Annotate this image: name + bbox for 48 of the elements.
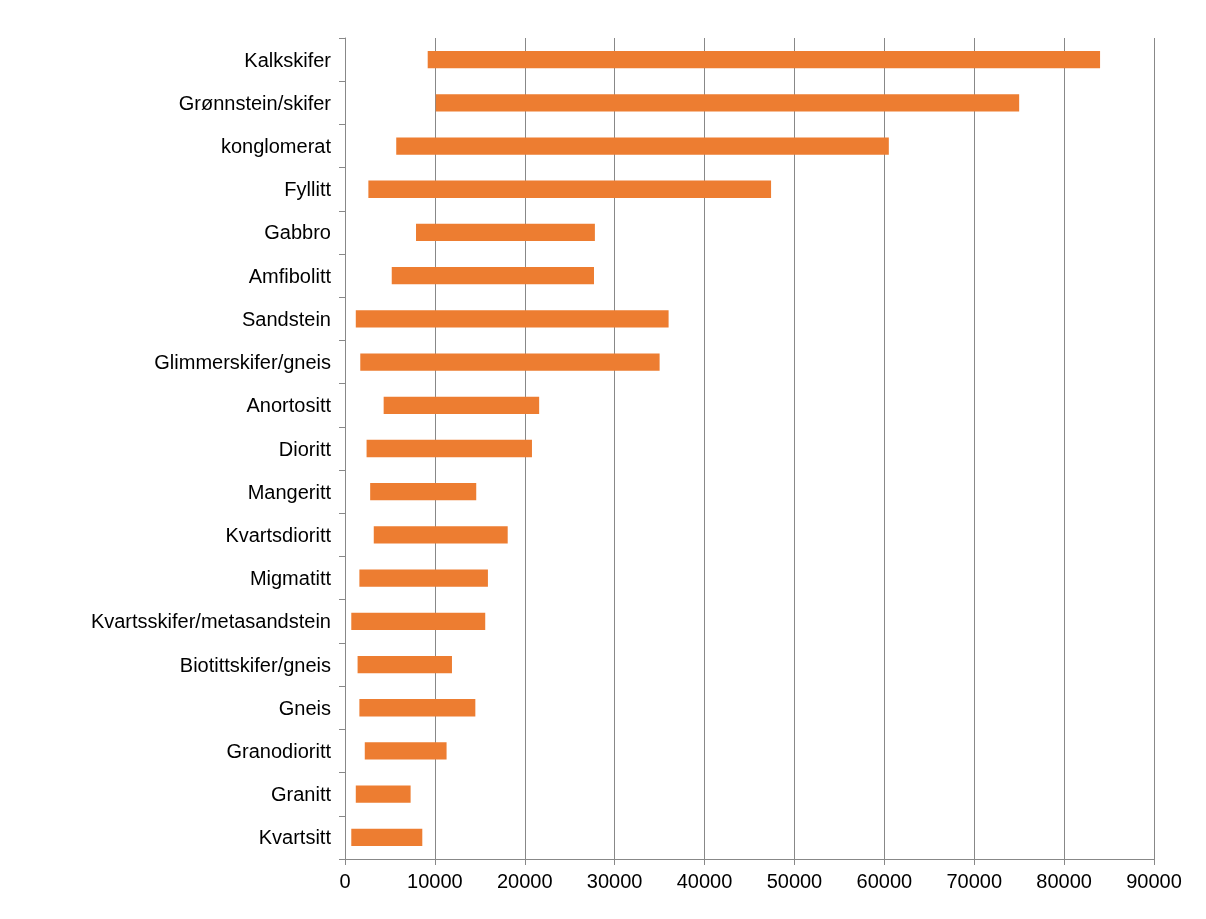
y-tick-label: Gabbro [264,221,331,244]
x-tick-label: 0 [339,870,351,892]
x-tick-label: 50000 [766,870,823,892]
bar [357,655,452,674]
y-tick-label: Granodioritt [226,739,332,762]
bar [351,612,486,630]
y-tick-label: Gneis [278,696,331,719]
y-tick-label: Granitt [270,783,332,806]
y-tick-label: Kalkskifer [244,48,332,71]
x-tick-label: 20000 [496,870,553,892]
y-tick-label: konglomerat [220,135,332,158]
y-tick-label: Sandstein [242,307,331,330]
y-tick-label: Glimmerskifer/gneis [154,351,331,374]
bar [359,699,476,717]
y-tick-label: Amfibolitt [248,264,332,287]
bar [427,50,1101,69]
x-tick-label: 60000 [856,870,913,892]
y-tick-label: Fyllitt [284,178,332,201]
x-tick-label: 70000 [946,870,1003,892]
x-tick-label: 40000 [676,870,733,892]
bar [366,439,532,458]
bar [359,569,488,587]
y-tick-label: Grønnstein/skifer [178,91,332,114]
bar [391,267,594,285]
bar [364,742,447,760]
y-tick-label: Dioritt [278,437,332,460]
y-tick-label: Mangeritt [247,480,332,503]
bar [355,785,411,803]
y-tick-label: Kvartsskifer/metasandstein [90,610,331,633]
y-tick-label: Kvartsitt [258,826,332,849]
x-tick-label: 80000 [1036,870,1092,892]
bar [351,828,423,847]
bar [435,94,1020,112]
bar [370,483,477,501]
y-tick-label: Kvartsdioritt [225,523,332,546]
x-tick-label: 30000 [586,870,643,892]
bar [416,223,595,242]
x-tick-label: 90000 [1126,870,1182,892]
y-tick-label: Biotittskifer/gneis [179,653,331,676]
bar [360,353,660,371]
bar [355,310,669,328]
bar [373,526,508,544]
y-tick-label: Migmatitt [249,567,332,590]
y-tick-label: Anortositt [246,394,332,417]
bar [396,137,889,155]
bar [383,396,540,414]
bar [368,180,772,198]
x-tick-label: 10000 [407,870,463,892]
